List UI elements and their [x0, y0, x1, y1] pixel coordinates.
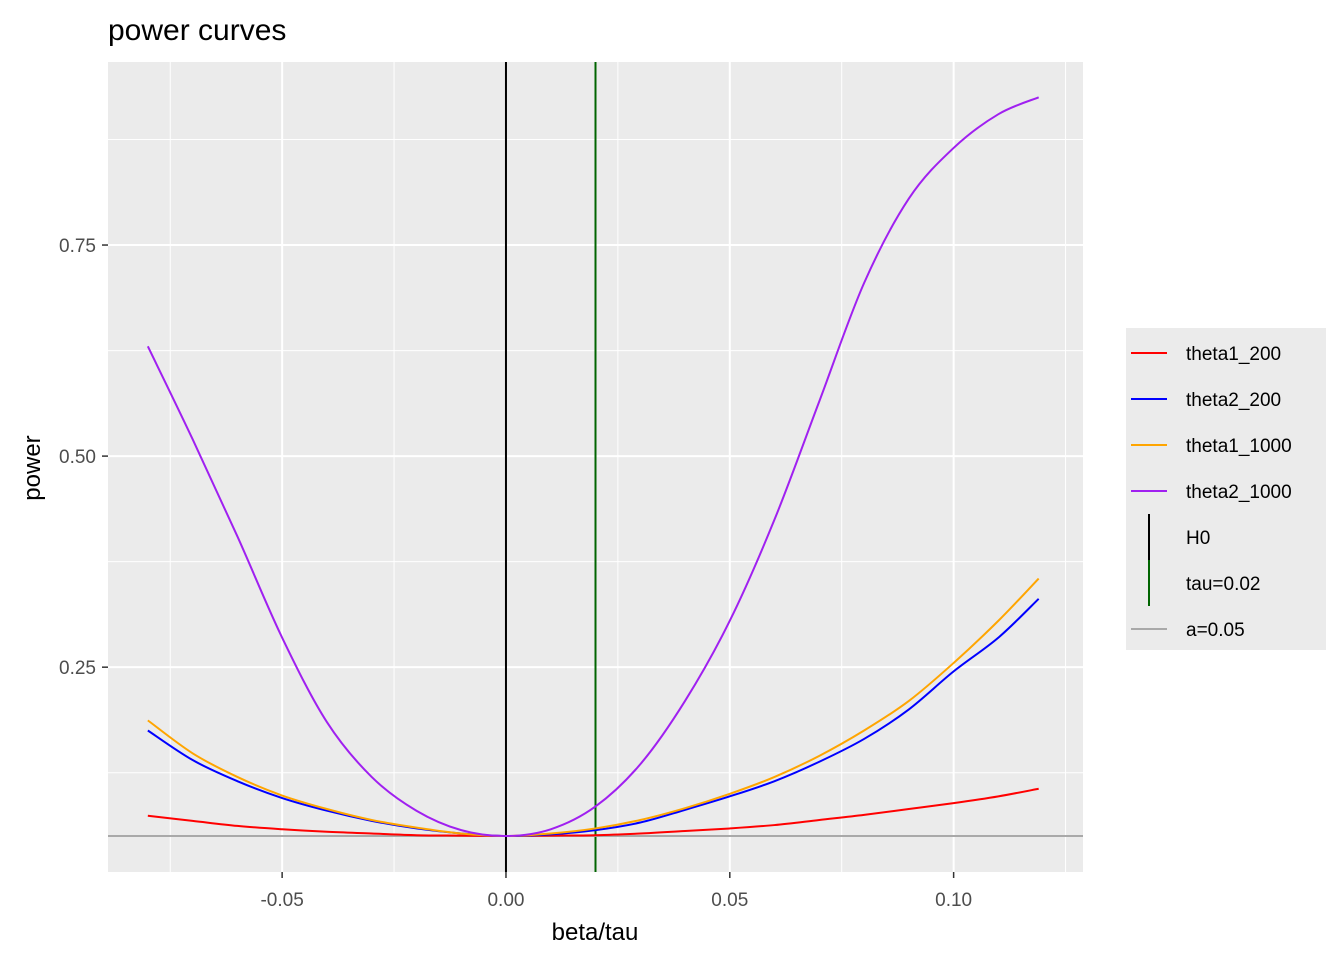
x-tick-label: 0.05: [711, 890, 748, 911]
y-tick-label: 0.75: [59, 236, 96, 257]
series-line-theta1-1000: [147, 577, 1040, 838]
y-tick-label: 0.25: [59, 658, 96, 679]
series-line-theta2-1000: [146, 96, 1040, 838]
x-tick-label: -0.05: [260, 890, 303, 911]
y-axis-label: power: [19, 435, 46, 500]
series-line-theta1-200: [147, 787, 1039, 838]
x-tick-label: 0.10: [935, 890, 972, 911]
x-axis-label: beta/tau: [552, 919, 639, 946]
y-axis: 0.25 0.50 0.75: [59, 236, 108, 679]
legend-h0-label: H0: [1186, 528, 1210, 549]
chart-title: power curves: [108, 14, 286, 47]
legend-theta1-1000-label: theta1_1000: [1186, 436, 1292, 457]
series-line-theta2-200: [147, 598, 1040, 838]
legend-theta2-200-label: theta2_200: [1186, 390, 1281, 411]
legend-background: [1126, 328, 1326, 650]
x-tick-label: 0.00: [487, 890, 524, 911]
y-tick-label: 0.50: [59, 447, 96, 468]
legend-tau-0-02-label: tau=0.02: [1186, 574, 1261, 595]
series-lines: [146, 96, 1040, 838]
legend-theta1-200-label: theta1_200: [1186, 344, 1281, 365]
legend-a-0-05-label: a=0.05: [1186, 620, 1245, 641]
legend: theta1_200 theta2_200 theta1_1000 theta2_10…: [1131, 344, 1292, 641]
legend-theta2-1000-label: theta2_1000: [1186, 482, 1292, 503]
x-axis: -0.05 0.00 0.05 0.10: [260, 872, 972, 911]
